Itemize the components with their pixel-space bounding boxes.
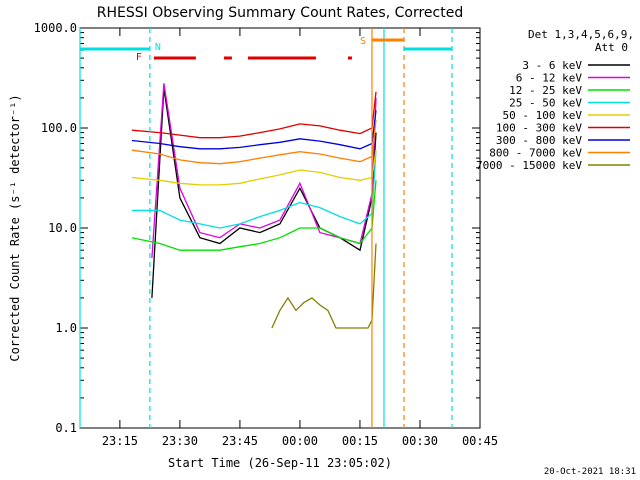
series-line-5 (131, 91, 377, 139)
y-tick-label: 1000.0 (34, 21, 77, 35)
y-tick-label: 100.0 (41, 121, 77, 135)
y-tick-label: 1.0 (55, 321, 77, 335)
flag-bar-f (347, 56, 352, 60)
x-tick-label: 00:00 (282, 434, 318, 448)
flag-bar-f (153, 56, 196, 60)
series-line-0 (151, 88, 377, 298)
x-tick-label: 23:45 (222, 434, 258, 448)
series-line-3 (131, 150, 377, 229)
series-line-8 (271, 243, 377, 329)
annotation-f: F (136, 52, 142, 63)
series-line-6 (131, 110, 377, 150)
plot-frame (79, 27, 481, 429)
series-line-1 (151, 83, 377, 259)
footer-date: 20-Oct-2021 18:31 (544, 467, 636, 477)
y-tick-label: 10.0 (48, 221, 77, 235)
x-tick-label: 00:15 (342, 434, 378, 448)
legend-header-line-2: Att 0 (595, 41, 628, 54)
annotation-n: N (155, 42, 161, 53)
plot-area: 0.1 1.0 10.0 100.0 1000.0 23:15 23:30 23:45 00:0… (34, 21, 498, 448)
series-line-4 (131, 150, 377, 186)
y-axis-label: Corrected Count Rate (s⁻¹ detector⁻¹) (8, 94, 22, 361)
x-tick-label: 23:30 (162, 434, 198, 448)
legend-header-line-1: Det 1,3,4,5,6,9, (528, 28, 634, 41)
legend-entry-label: 300 - 800 keV (496, 134, 582, 147)
flag-bar-f (223, 56, 232, 60)
legend-entry-label: 50 - 100 keV (503, 109, 583, 122)
y-tick-label: 0.1 (55, 421, 77, 435)
legend-entry-label: 25 - 50 keV (509, 97, 582, 110)
series-line-7 (131, 120, 377, 165)
flag-bar-n (403, 47, 452, 51)
legend-entry-label: 6 - 12 keV (516, 72, 583, 85)
x-axis-label: Start Time (26-Sep-11 23:05:02) (168, 456, 392, 470)
legend-entry-label: 3 - 6 keV (522, 59, 582, 72)
annotation-s: S (360, 36, 366, 47)
series-line-2 (131, 180, 377, 251)
legend-entry-label: 800 - 7000 keV (489, 147, 582, 160)
legend-entry-label: 100 - 300 keV (496, 122, 582, 135)
legend-entry-label: 12 - 25 keV (509, 84, 582, 97)
legend-entry-label: 7000 - 15000 keV (476, 159, 582, 172)
flag-bar-n (80, 47, 150, 51)
x-tick-label: 00:30 (402, 434, 438, 448)
flag-bar-s (371, 38, 404, 42)
x-tick-label: 00:45 (462, 434, 498, 448)
chart-title: RHESSI Observing Summary Count Rates, Co… (97, 5, 463, 21)
flag-bar-f (247, 56, 316, 60)
x-tick-label: 23:15 (102, 434, 138, 448)
